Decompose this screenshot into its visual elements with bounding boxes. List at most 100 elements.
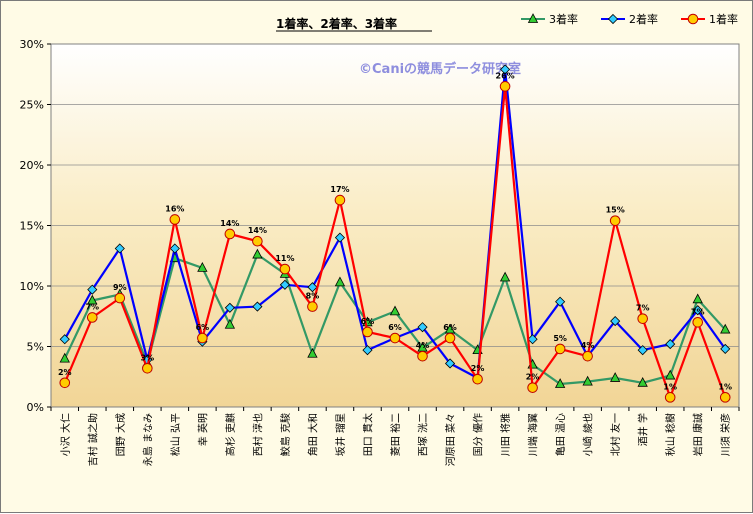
- data-label: 11%: [275, 254, 294, 263]
- data-point: [444, 358, 456, 369]
- data-label: 7%: [691, 307, 705, 316]
- data-point: [142, 362, 153, 374]
- x-category-label: 北村 友一: [609, 413, 622, 456]
- legend-marker: [527, 13, 539, 23]
- data-point: [197, 261, 208, 272]
- data-point: [169, 243, 180, 254]
- data-point: [87, 294, 98, 305]
- x-category-label: 松山 弘平: [169, 413, 182, 456]
- x-category-label: 小崎 綾也: [582, 413, 595, 456]
- x-category-label: 河原田 菜々: [445, 413, 457, 466]
- data-label: 15%: [606, 206, 625, 215]
- data-point: [692, 305, 703, 316]
- x-axis-labels: 小沢 大仁 吉村 誠之助 団野 大成 永島 まなみ 松山 弘平 幸 英明 高杉 吏麒 西村 淳…: [50, 407, 740, 466]
- data-point: [59, 334, 70, 345]
- data-point: [389, 305, 401, 316]
- data-point: [252, 301, 263, 312]
- data-point: [417, 350, 428, 362]
- data-label: 6%: [443, 323, 457, 332]
- data-point: [500, 64, 511, 75]
- data-point: [334, 276, 346, 287]
- data-label: 16%: [165, 204, 184, 213]
- data-point: [499, 81, 511, 92]
- legend-label: 1着率: [709, 12, 738, 26]
- x-category-label: 幸 英明: [196, 413, 209, 446]
- x-category-label: 田口 貫太: [361, 413, 374, 456]
- data-point: [499, 271, 511, 282]
- data-point: [555, 296, 566, 307]
- x-category-label: 高杉 吏麒: [224, 413, 237, 456]
- data-point: [334, 232, 346, 243]
- data-label: 17%: [330, 185, 349, 194]
- data-point: [334, 194, 346, 206]
- x-category-label: 団野 大成: [114, 413, 127, 456]
- data-label: 14%: [248, 226, 267, 235]
- x-category-label: 川端 海翼: [527, 413, 540, 456]
- x-category-label: 坂井 瑠星: [334, 413, 347, 456]
- data-point: [692, 293, 703, 304]
- x-category-label: 酒井 学: [637, 413, 650, 446]
- y-axis-ticks: 0% 5% 10% 15% 20% 25% 30%: [20, 38, 51, 414]
- data-point: [719, 392, 731, 403]
- x-category-label: 西村 淳也: [251, 413, 264, 456]
- x-category-label: 角田 大和: [306, 413, 319, 456]
- data-point: [59, 377, 71, 389]
- data-point: [224, 302, 235, 313]
- data-point: [527, 382, 538, 393]
- data-label: 2%: [526, 373, 540, 382]
- x-category-label: 川田 将雅: [499, 413, 512, 456]
- data-point: [609, 215, 621, 226]
- data-point: [59, 352, 70, 363]
- data-point: [637, 345, 648, 356]
- data-point: [224, 318, 236, 329]
- x-category-label: 国分 優作: [472, 413, 485, 456]
- x-category-label: 菱田 裕二: [389, 413, 402, 456]
- data-point: [197, 332, 208, 344]
- data-label: 6%: [196, 323, 210, 332]
- data-point: [389, 332, 401, 344]
- data-label: 8%: [306, 292, 320, 301]
- data-point: [362, 326, 373, 338]
- data-point: [444, 332, 456, 344]
- legend-label: 2着率: [629, 12, 658, 26]
- series-1着率: [59, 81, 731, 403]
- data-point: [169, 214, 181, 225]
- data-point: [224, 228, 236, 240]
- x-category-label: 鮫島 克駿: [279, 413, 292, 456]
- data-label: 6%: [361, 317, 375, 326]
- series-group: [59, 64, 731, 403]
- data-labels: 2% 7% 9% 3% 16% 6% 14% 14% 11% 8% 17% 6% 6% 4% 6% 2% 26%…: [58, 71, 732, 391]
- data-point: [307, 301, 318, 312]
- data-label: 5%: [553, 334, 567, 343]
- data-point: [665, 369, 676, 380]
- data-point: [637, 376, 648, 387]
- data-label: 1%: [663, 382, 677, 391]
- data-point: [692, 317, 704, 328]
- data-label: 14%: [220, 219, 239, 228]
- y-tick-label: 0%: [27, 401, 44, 414]
- chart-title: 1着率、2着率、3着率: [276, 16, 397, 31]
- data-point: [252, 248, 263, 259]
- y-tick-label: 15%: [20, 220, 44, 233]
- x-category-label: 小沢 大仁: [59, 413, 72, 456]
- data-point: [307, 347, 318, 358]
- data-point: [252, 235, 263, 247]
- data-label: 6%: [388, 323, 402, 332]
- x-category-label: 川須 栄彦: [719, 413, 732, 456]
- legend-marker: [687, 13, 699, 25]
- data-point: [665, 339, 676, 350]
- data-point: [610, 316, 621, 327]
- x-category-label: 永島 まなみ: [141, 413, 154, 466]
- data-point: [114, 243, 125, 254]
- watermark: ©Caniの競馬データ研究室: [359, 61, 521, 77]
- x-category-label: 西塚 洸二: [417, 413, 430, 456]
- data-label: 26%: [496, 71, 515, 80]
- data-label: 2%: [471, 364, 485, 373]
- x-category-label: 吉村 誠之助: [86, 413, 99, 466]
- x-category-label: 亀田 温心: [554, 413, 567, 456]
- data-point: [582, 350, 593, 362]
- data-point: [87, 284, 98, 295]
- data-point: [86, 312, 98, 323]
- data-point: [554, 378, 566, 388]
